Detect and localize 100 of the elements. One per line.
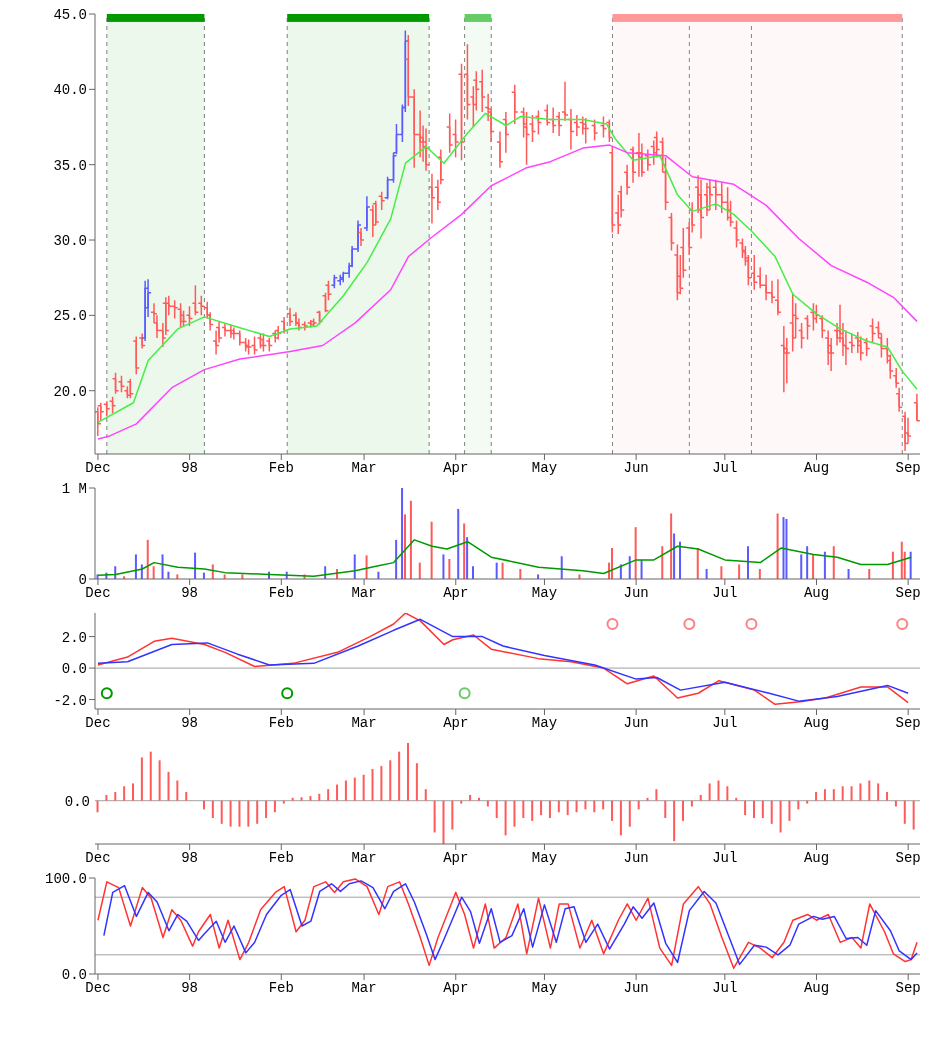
bar (371, 768, 374, 801)
bar (238, 800, 241, 827)
x-tick-label: Dec (85, 459, 111, 476)
bar (696, 548, 699, 579)
bar (353, 777, 356, 801)
bar (738, 564, 741, 579)
line-series (97, 539, 912, 578)
x-tick-label: Feb (268, 714, 294, 731)
x-tick-label: Feb (268, 979, 294, 996)
bar (708, 783, 711, 801)
x-tick-label: Dec (85, 584, 111, 601)
bar (661, 546, 664, 579)
bar (211, 564, 214, 579)
x-tick-label: Jun (623, 979, 649, 996)
bar (779, 800, 782, 833)
x-tick-label: Jul (712, 584, 738, 601)
bar (451, 800, 454, 830)
bar (886, 792, 889, 801)
x-tick-label: May (531, 979, 558, 996)
bar (575, 800, 578, 813)
bar (430, 521, 433, 579)
bar (841, 786, 844, 801)
bar (832, 789, 835, 801)
bar (776, 513, 779, 579)
y-tick-label: -2.0 (53, 692, 87, 709)
y-tick-label: 20.0 (53, 383, 87, 400)
x-tick-label: Aug (803, 459, 830, 476)
bar (744, 800, 747, 816)
bar (770, 800, 773, 824)
y-tick-label: 100.0 (44, 870, 87, 887)
bar (832, 546, 835, 579)
bar (593, 800, 596, 813)
bar (531, 800, 534, 821)
x-tick-label: Apr (443, 714, 469, 731)
bar (682, 800, 685, 821)
bar (194, 552, 197, 579)
bar (673, 533, 676, 579)
bar (167, 771, 170, 801)
bar (336, 784, 339, 801)
bar (114, 792, 117, 801)
bar (637, 800, 640, 810)
bar (398, 751, 401, 801)
x-tick-label: Apr (443, 459, 469, 476)
bar (900, 541, 903, 579)
bar (211, 800, 214, 819)
bar (747, 546, 750, 579)
bar (655, 789, 658, 801)
x-tick-label: Jun (623, 714, 649, 731)
bar (540, 800, 543, 816)
bar (664, 800, 667, 819)
bar (548, 800, 551, 819)
x-tick-label: Sep (895, 714, 921, 731)
bar (504, 800, 507, 836)
x-tick-label: May (531, 849, 558, 866)
y-tick-label: 0.0 (61, 661, 87, 678)
bar (463, 523, 466, 579)
bar (457, 508, 460, 579)
x-tick-label: Mar (351, 714, 377, 731)
bar (726, 786, 729, 801)
bar (152, 566, 155, 579)
bar (123, 786, 126, 801)
x-tick-label: Apr (443, 979, 469, 996)
bar (673, 800, 676, 842)
bar (409, 500, 412, 579)
x-tick-label: 98 (181, 714, 199, 731)
x-tick-label: Sep (895, 584, 921, 601)
x-tick-label: Feb (268, 849, 294, 866)
bar (859, 783, 862, 801)
bar (619, 800, 622, 836)
bar (424, 789, 427, 801)
x-tick-label: Feb (268, 459, 294, 476)
y-tick-label: 25.0 (53, 308, 87, 325)
bar (327, 789, 330, 801)
bar (433, 800, 436, 833)
bar (646, 797, 649, 801)
y-tick-label: 45.0 (53, 6, 87, 23)
bar (815, 792, 818, 801)
y-tick-label: 1 M (61, 480, 87, 497)
bar (220, 800, 223, 824)
x-tick-label: Sep (895, 849, 921, 866)
bar (495, 562, 498, 579)
bar (788, 800, 791, 821)
bar (300, 797, 303, 801)
bar (679, 541, 682, 579)
x-tick-label: Mar (351, 459, 377, 476)
bar (800, 554, 803, 579)
bar (850, 786, 853, 801)
bar (229, 800, 232, 827)
x-tick-label: Jun (623, 459, 649, 476)
x-tick-label: Dec (85, 849, 111, 866)
y-tick-label: 0 (78, 571, 87, 588)
bar (442, 800, 445, 844)
bar (909, 551, 912, 579)
bar (699, 794, 702, 801)
bar (705, 568, 708, 579)
bar (282, 800, 285, 804)
x-tick-label: Dec (85, 979, 111, 996)
bar (404, 514, 407, 579)
bar (362, 774, 365, 801)
bar (256, 800, 259, 824)
